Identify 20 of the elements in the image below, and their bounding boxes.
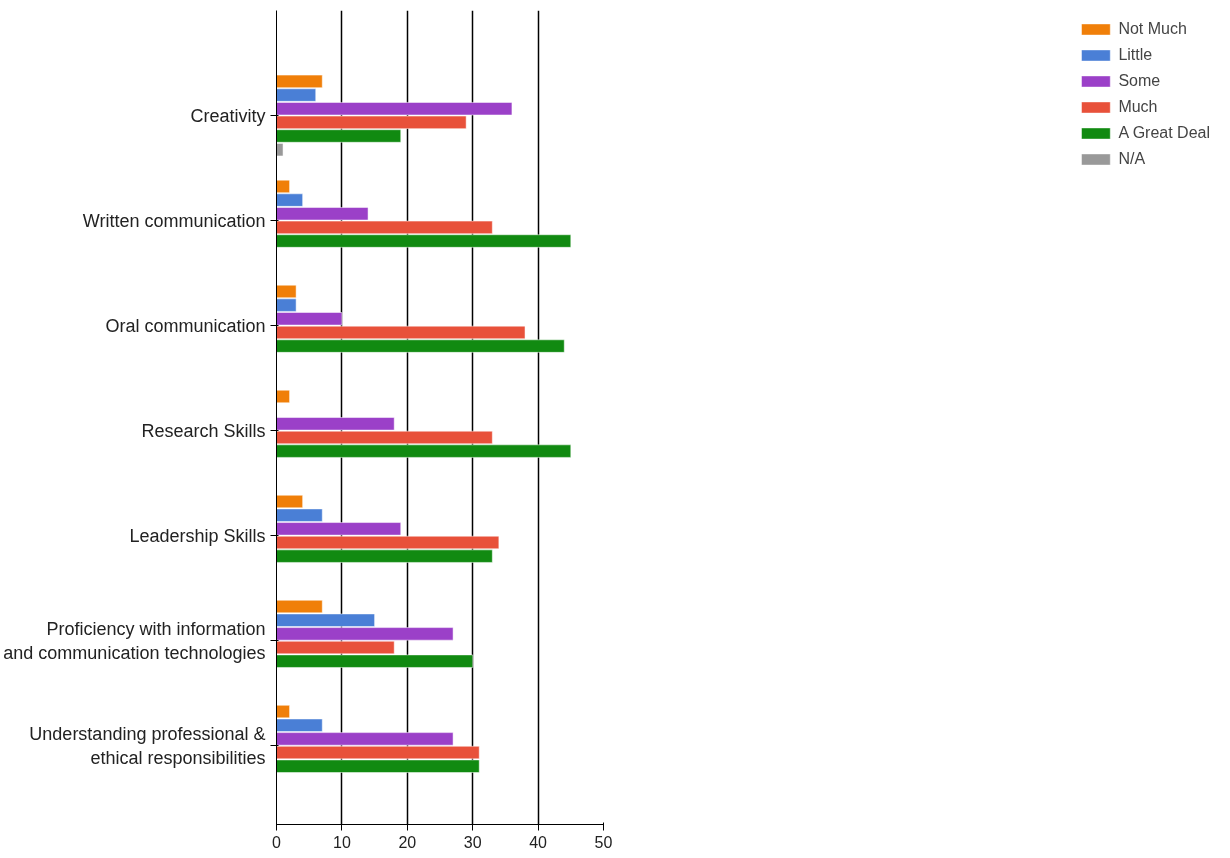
legend-label: Much	[1118, 98, 1158, 116]
x-tick-label: 20	[398, 833, 417, 851]
y-tick-label: Oral communication	[105, 315, 266, 336]
y-tick-label: Proficiency with information and communication technologies	[3, 618, 266, 663]
legend-label: Some	[1118, 72, 1161, 90]
y-tick-label: Understanding professional & ethical responsibilities	[29, 723, 266, 768]
x-tick-label: 0	[272, 833, 282, 851]
y-tick-label: Research Skills	[141, 420, 266, 441]
y-tick-label: Leadership Skills	[129, 525, 266, 546]
y-tick-label: Written communication	[82, 210, 266, 231]
legend-label: Little	[1118, 46, 1153, 64]
x-tick-label: 10	[333, 833, 351, 851]
legend-label: Not Much	[1118, 20, 1187, 38]
x-tick-label: 40	[529, 833, 548, 851]
bar	[276, 389, 290, 404]
x-tick-label: 30	[463, 833, 482, 851]
x-tick-label: 50	[594, 833, 613, 851]
y-tick-label: Creativity	[190, 105, 266, 126]
legend-label: N/A	[1118, 150, 1146, 168]
legend-label: A Great Deal	[1118, 124, 1210, 142]
